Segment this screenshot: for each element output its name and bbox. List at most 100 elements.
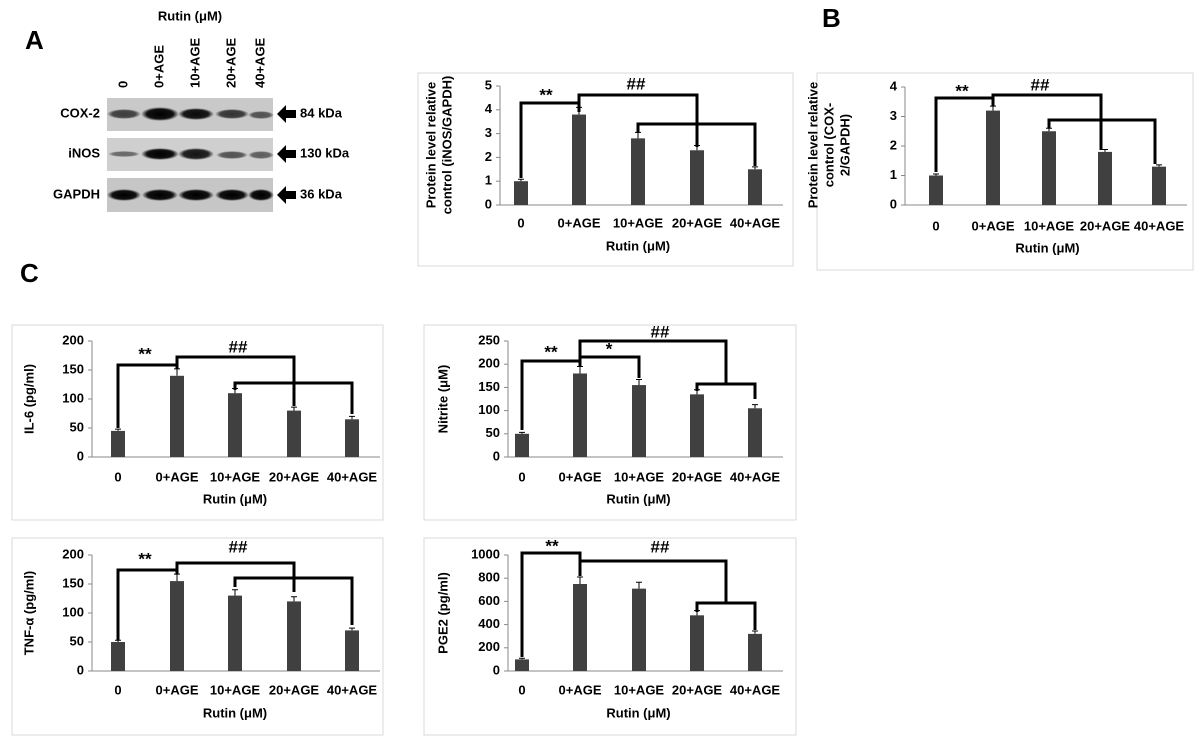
x-tick-label: 20+AGE	[672, 469, 723, 484]
bar	[690, 394, 704, 457]
x-axis-label: Rutin (μM)	[606, 491, 670, 506]
lane-label: 20+AGE	[223, 37, 238, 88]
x-tick-label: 20+AGE	[672, 215, 723, 230]
y-tick-label: 400	[478, 616, 500, 631]
x-tick-label: 20+AGE	[269, 469, 320, 484]
x-axis-label: Rutin (μM)	[203, 705, 267, 720]
bar	[228, 595, 242, 671]
x-tick-label: 0+AGE	[558, 215, 601, 230]
error-bar	[577, 576, 583, 584]
x-tick-label: 10+AGE	[210, 682, 261, 697]
chart: 0 50 100 150 200 IL-6 (pg/ml) Rutin (μM) 0 0+AGE…	[11, 324, 384, 521]
significance-label: ##	[651, 537, 670, 556]
y-tick-label: 150	[478, 379, 500, 394]
western-blot: Rutin (μM) 0 0+AGE 10+AGE 20+AGE 40+AGE COX-2…	[53, 8, 350, 212]
blot-bands	[107, 107, 274, 201]
y-tick-label: 50	[70, 419, 84, 434]
protein-label: GAPDH	[53, 186, 100, 201]
chart: 0 200 400 600 800 1000 PGE2 (pg/ml) Rutin (μM) 0…	[423, 536, 797, 736]
significance-bracket	[519, 101, 581, 178]
y-tick-label: 600	[478, 593, 500, 608]
x-axis-label: Rutin (μM)	[1015, 240, 1079, 255]
error-bar	[1046, 127, 1052, 132]
significance-bracket	[580, 559, 728, 603]
error-bar	[752, 630, 758, 634]
significance-label: **	[544, 342, 558, 361]
bar	[345, 630, 359, 671]
lane-label: 0+AGE	[151, 45, 166, 88]
bar	[287, 410, 301, 457]
error-bar	[291, 406, 297, 411]
bar	[986, 110, 1000, 205]
size-label: 130 kDa	[300, 145, 350, 160]
error-bar	[752, 166, 758, 170]
error-bar	[519, 431, 525, 434]
x-tick-label: 10+AGE	[210, 469, 261, 484]
error-bar	[518, 178, 524, 182]
y-axis-label: Protein level relative	[805, 82, 820, 208]
y-tick-label: 200	[478, 639, 500, 654]
chart-frame	[423, 537, 797, 736]
bar	[514, 181, 528, 205]
bar	[748, 633, 762, 671]
y-axis-label: PGE2 (pg/ml)	[435, 572, 450, 654]
y-tick-label: 1000	[471, 546, 500, 561]
chart-frame	[816, 72, 1194, 271]
y-tick-label: 2	[485, 149, 492, 164]
bar	[170, 375, 184, 457]
bar	[573, 584, 587, 671]
error-bar	[174, 573, 180, 582]
bar	[573, 373, 587, 457]
significance-bracket	[233, 576, 354, 625]
chart: 0 50 100 150 200 TNF-α (pg/ml) Rutin (μM) 0 0+AG…	[11, 537, 384, 736]
y-tick-label: 200	[62, 546, 84, 561]
error-bar	[1156, 164, 1162, 167]
x-tick-label: 0	[518, 469, 525, 484]
significance-bracket	[991, 93, 1103, 150]
y-tick-label: 100	[478, 402, 500, 417]
y-axis-label: TNF-α (pg/ml)	[21, 571, 36, 656]
x-tick-label: 40+AGE	[730, 682, 781, 697]
y-tick-label: 0	[77, 448, 84, 463]
y-axis-label: control (iNOS/GAPDH)	[439, 76, 454, 215]
lane-label: 40+AGE	[252, 37, 267, 88]
bar	[690, 615, 704, 671]
x-tick-label: 40+AGE	[327, 682, 378, 697]
y-tick-label: 150	[62, 575, 84, 590]
y-tick-label: 3	[890, 108, 897, 123]
error-bar	[115, 428, 121, 431]
bar	[572, 114, 586, 205]
y-axis-label: control (COX-	[821, 103, 836, 188]
protein-label: COX-2	[60, 105, 100, 120]
significance-bracket	[695, 382, 757, 399]
x-tick-label: 20+AGE	[672, 682, 723, 697]
significance-label: *	[606, 339, 613, 358]
x-tick-label: 40+AGE	[327, 469, 378, 484]
y-tick-label: 0	[77, 662, 84, 677]
significance-bracket	[520, 551, 582, 657]
bar	[515, 659, 529, 671]
error-bar	[990, 105, 996, 111]
significance-label: **	[545, 536, 559, 555]
y-tick-label: 5	[485, 77, 492, 92]
blot-labels: 0 0+AGE 10+AGE 20+AGE 40+AGE COX-2 84 kDa iNOS 1…	[53, 37, 350, 204]
significance-bracket	[520, 359, 582, 430]
x-tick-label: 10+AGE	[1024, 218, 1075, 233]
y-tick-label: 4	[485, 101, 493, 116]
bar	[631, 138, 645, 205]
y-tick-label: 0	[890, 196, 897, 211]
error-bar	[349, 415, 355, 420]
significance-bracket	[695, 601, 757, 630]
error-bar	[115, 639, 121, 642]
chart: 0 1 2 3 4 Protein level relative control (COX-…	[805, 72, 1194, 271]
y-tick-label: 1	[890, 167, 897, 182]
error-bar	[519, 657, 525, 660]
significance-bracket	[116, 363, 179, 428]
lane-label: 0	[115, 81, 130, 88]
x-tick-label: 0+AGE	[972, 218, 1015, 233]
bar	[1152, 166, 1166, 205]
significance-label: ##	[1031, 75, 1050, 94]
size-label: 36 kDa	[300, 186, 343, 201]
y-axis-label: IL-6 (pg/ml)	[21, 364, 36, 434]
